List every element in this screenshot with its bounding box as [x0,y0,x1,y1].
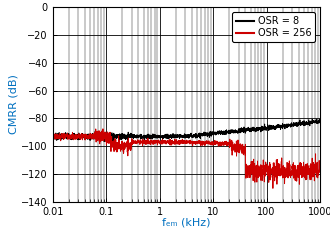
X-axis label: fₑₘ (kHz): fₑₘ (kHz) [162,218,211,228]
Y-axis label: CMRR (dB): CMRR (dB) [9,75,18,134]
Legend: OSR = 8, OSR = 256: OSR = 8, OSR = 256 [232,12,315,42]
